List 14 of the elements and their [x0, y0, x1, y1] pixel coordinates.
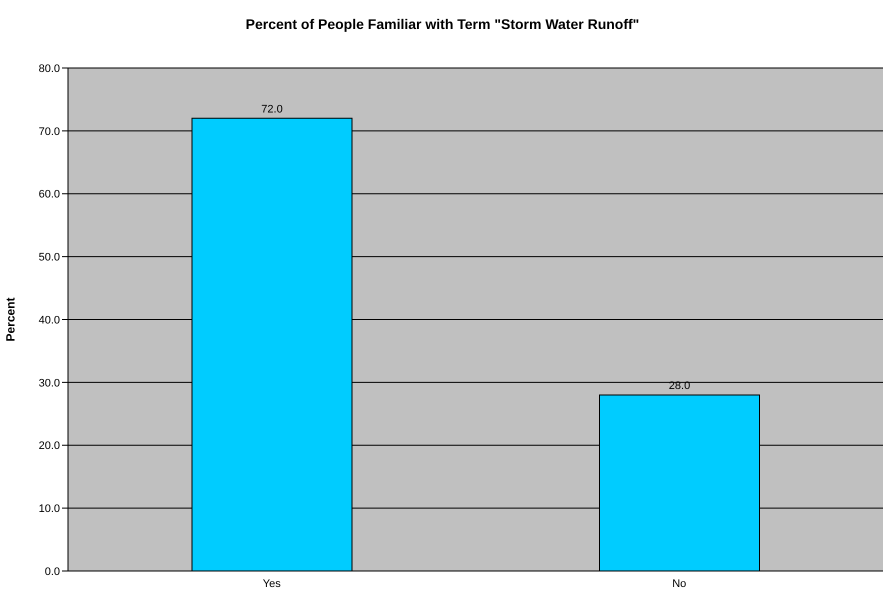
- x-tick-label: No: [672, 578, 686, 590]
- data-label: 72.0: [261, 103, 283, 116]
- y-tick-label: 0.0: [44, 566, 60, 578]
- y-tick-label: 60.0: [38, 188, 60, 201]
- x-tick-label: Yes: [262, 578, 282, 590]
- y-tick-label: 80.0: [38, 62, 60, 75]
- y-tick-label: 10.0: [38, 503, 60, 516]
- y-tick-label: 30.0: [38, 377, 60, 390]
- y-tick-label: 70.0: [38, 126, 60, 138]
- chart-title: Percent of People Familiar with Term "Storm Water Runoff": [244, 15, 640, 34]
- y-tick-label: 50.0: [38, 252, 60, 264]
- y-tick-label: 40.0: [38, 314, 60, 326]
- y-axis-title: Percent: [3, 297, 18, 342]
- y-tick-label: 20.0: [38, 440, 60, 452]
